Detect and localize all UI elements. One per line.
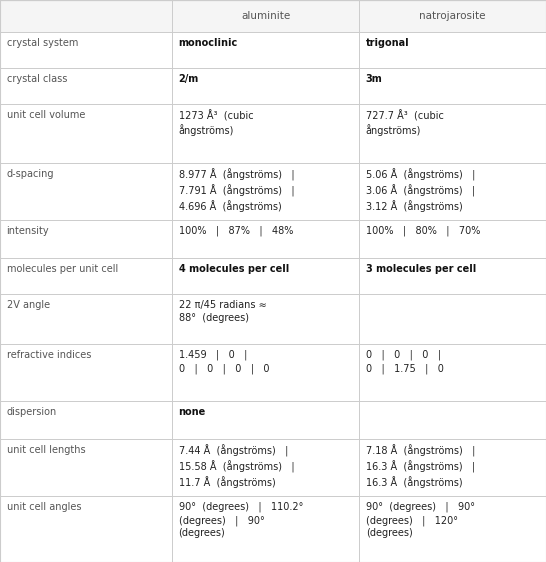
Text: d-spacing: d-spacing	[7, 169, 54, 179]
Text: 3m: 3m	[366, 74, 383, 84]
Text: aluminite: aluminite	[241, 11, 290, 21]
Text: unit cell lengths: unit cell lengths	[7, 445, 85, 455]
Text: 22 π/45 radians ≈
88°  (degrees): 22 π/45 radians ≈ 88° (degrees)	[179, 300, 266, 323]
Text: 1.459   |   0   |
0   |   0   |   0   |   0: 1.459 | 0 | 0 | 0 | 0 | 0	[179, 350, 269, 374]
Text: 2V angle: 2V angle	[7, 300, 50, 310]
Text: unit cell angles: unit cell angles	[7, 502, 81, 512]
Text: 7.44 Å  (ångströms)   |
15.58 Å  (ångströms)   |
11.7 Å  (ångströms): 7.44 Å (ångströms) | 15.58 Å (ångströms)…	[179, 445, 294, 488]
Text: crystal class: crystal class	[7, 74, 67, 84]
Text: 90°  (degrees)   |   110.2°
(degrees)   |   90°
(degrees): 90° (degrees) | 110.2° (degrees) | 90° (…	[179, 502, 303, 538]
Text: 727.7 Å³  (cubic
ångströms): 727.7 Å³ (cubic ångströms)	[366, 110, 444, 137]
Text: none: none	[179, 407, 206, 416]
Text: 8.977 Å  (ångströms)   |
7.791 Å  (ångströms)   |
4.696 Å  (ångströms): 8.977 Å (ångströms) | 7.791 Å (ångströms…	[179, 169, 294, 212]
Text: dispersion: dispersion	[7, 407, 57, 416]
Text: intensity: intensity	[7, 225, 49, 235]
Text: 1273 Å³  (cubic
ångströms): 1273 Å³ (cubic ångströms)	[179, 110, 253, 137]
Text: 7.18 Å  (ångströms)   |
16.3 Å  (ångströms)   |
16.3 Å  (ångströms): 7.18 Å (ångströms) | 16.3 Å (ångströms) …	[366, 445, 475, 488]
Text: 0   |   0   |   0   |
0   |   1.75   |   0: 0 | 0 | 0 | 0 | 1.75 | 0	[366, 350, 444, 374]
Text: crystal system: crystal system	[7, 38, 78, 48]
Text: 3 molecules per cell: 3 molecules per cell	[366, 264, 476, 274]
Text: 4 molecules per cell: 4 molecules per cell	[179, 264, 289, 274]
Text: 2/m: 2/m	[179, 74, 199, 84]
Text: 5.06 Å  (ångströms)   |
3.06 Å  (ångströms)   |
3.12 Å  (ångströms): 5.06 Å (ångströms) | 3.06 Å (ångströms) …	[366, 169, 475, 212]
Text: refractive indices: refractive indices	[7, 350, 91, 360]
Bar	[0, 0, 546, 32]
Text: monoclinic: monoclinic	[179, 38, 238, 48]
Text: 90°  (degrees)   |   90°
(degrees)   |   120°
(degrees): 90° (degrees) | 90° (degrees) | 120° (de…	[366, 502, 475, 538]
Text: trigonal: trigonal	[366, 38, 410, 48]
Text: molecules per unit cell: molecules per unit cell	[7, 264, 118, 274]
Text: natrojarosite: natrojarosite	[419, 11, 486, 21]
Text: unit cell volume: unit cell volume	[7, 110, 85, 120]
Text: 100%   |   80%   |   70%: 100% | 80% | 70%	[366, 225, 480, 236]
Text: 100%   |   87%   |   48%: 100% | 87% | 48%	[179, 225, 293, 236]
